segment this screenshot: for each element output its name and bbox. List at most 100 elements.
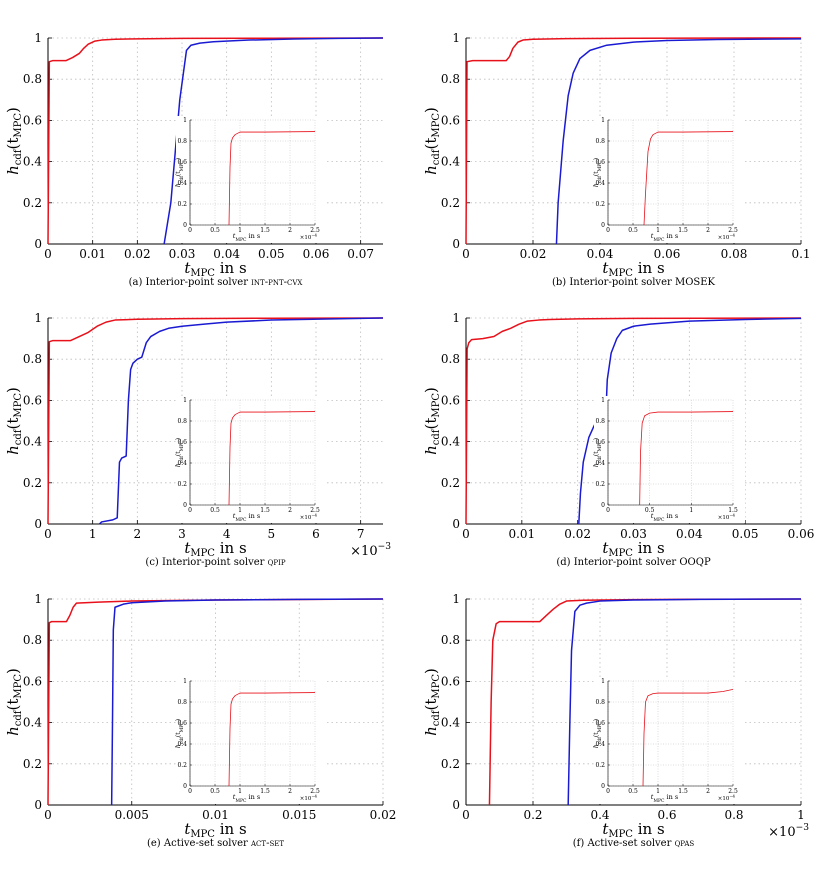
chart-b-ylabel-mpc: MPC: [431, 113, 442, 138]
chart-f-inset-exponent-power: −4: [729, 794, 735, 799]
caption-a: (a) Interior-point solver int-pnt-cvx: [0, 277, 431, 288]
chart-f-svg: 0 0.2 0.4 0.6 0.8 100.20.40.60.81hcdf(tMPC)tM…: [422, 592, 809, 840]
chart-b-inset-ylabel-cdf: cdf: [597, 176, 603, 183]
caption-d: (d) Interior-point solver OOQP: [418, 557, 831, 568]
chart-e-inset-ytick-label-4: 0.8: [177, 699, 187, 706]
chart-f-inset-xtick-label-1: 0.5: [628, 788, 638, 795]
chart-a-inset-ylabel-arg: (t: [175, 171, 182, 176]
chart-c-xtick-label-3: 3: [178, 527, 186, 541]
chart-d-xlabel-mpc: MPC: [608, 548, 633, 559]
chart-e-ytick-label-4: 0.8: [23, 633, 42, 647]
chart-a-inset-ylabel-cdf: cdf: [179, 176, 185, 183]
chart-d-xlabel-t: t: [602, 539, 609, 557]
chart-d-ytick-label-4: 0.8: [441, 352, 460, 366]
chart-e-inset-background: [176, 677, 327, 804]
chart-a-inset-ytick-label-3: 0.6: [177, 159, 187, 166]
chart-f-inset-exponent: ×10−4: [718, 794, 736, 802]
chart-e-inset-xtick-label-4: 2: [288, 788, 292, 795]
chart-e-xtick-label-3: 0.015: [282, 808, 316, 822]
chart-c-inset-ytick-label-1: 0.2: [177, 481, 187, 488]
chart-a-xtick-label-1: 0.01: [79, 247, 106, 261]
chart-b-ytick-label-1: 0.2: [441, 196, 460, 210]
chart-e-ylabel: hcdf(tMPC): [4, 668, 24, 736]
chart-d-inset-ylabel-arg: (t: [593, 451, 600, 456]
chart-c-ylabel-h: h: [4, 445, 22, 455]
chart-d-series-blue-line: [578, 317, 802, 525]
chart-a-inset-series-red-line: [228, 131, 316, 226]
chart-e-inset-ylabel-h: h: [175, 744, 182, 748]
chart-b-inset-ylabel-mpc: MPC: [597, 160, 603, 172]
chart-f-inset-xtick-label-5: 2.5: [728, 788, 738, 795]
chart-b-series-blue-line: [555, 38, 802, 245]
chart-e-inset-ytick-label-0: 0: [183, 783, 187, 790]
caption-f-name: qpas: [674, 838, 695, 849]
chart-a-ylabel-mpc: MPC: [13, 113, 24, 138]
chart-b-ytick-label-5: 1: [452, 31, 460, 45]
chart-f-series-blue-line: [567, 598, 802, 806]
caption-f: (f) Active-set solver qpas: [418, 838, 831, 849]
chart-d-plot: 0 0.01 0.02 0.03 0.04 0.05 0.06 0 0.2 0.4 0.6 0.8 1 h…: [422, 311, 814, 559]
chart-f-ylabel-cdf: cdf: [431, 709, 442, 726]
chart-d-ytick-label-0: 0: [452, 517, 460, 531]
chart-a-inset-xtick-label-3: 1.5: [260, 227, 270, 234]
chart-c-exponent-power: −3: [378, 542, 392, 552]
chart-a-ylabel-arg: (t: [4, 138, 22, 150]
chart-c-inset-ylabel-close: ): [175, 438, 182, 440]
chart-d-xtick-label-1: 0.01: [508, 527, 535, 541]
chart-d-ytick-label-3: 0.6: [441, 393, 460, 407]
chart-a-inset-ylabel-mpc: MPC: [179, 160, 185, 172]
chart-d-inset-xtick-label-3: 1.5: [728, 507, 738, 514]
chart-a-inset-ylabel: hcdf(tMPC): [175, 158, 185, 187]
chart-a-inset-xtick-label-1: 0.5: [210, 227, 220, 234]
chart-b-inset-ytick-label-3: 0.6: [595, 159, 605, 166]
chart-e-inset-ytick-label-2: 0.4: [177, 741, 187, 748]
chart-c-inset-background: [176, 396, 327, 523]
chart-b-inset-exponent: ×10−4: [718, 233, 736, 241]
chart-c-inset-xlabel: tMPC in s: [233, 512, 260, 523]
chart-e-inset-exponent: ×10−4: [300, 794, 318, 802]
chart-a-xtick-label-4: 0.04: [213, 247, 240, 261]
chart-f-inset-ylabel-cdf: cdf: [597, 737, 603, 744]
chart-e-series-blue-line: [110, 598, 384, 806]
chart-b-xlabel-mpc: MPC: [608, 268, 633, 279]
chart-d-xlabel: tMPC in s: [602, 539, 664, 559]
chart-f-inset-series-red-line: [642, 689, 734, 787]
chart-f-exponent: ×10−3: [768, 823, 809, 840]
chart-f-ylabel-arg: (t: [422, 699, 440, 711]
chart-c-inset-ylabel: hcdf(tMPC): [175, 438, 185, 467]
caption-c-prefix: (c) Interior-point solver: [145, 557, 268, 568]
chart-e-xtick-label-2: 0.01: [202, 808, 229, 822]
chart-d-inset-ylabel-h: h: [593, 463, 600, 467]
chart-f-ytick-label-4: 0.8: [441, 633, 460, 647]
chart-c-inset-ylabel-arg: (t: [175, 451, 182, 456]
chart-e-ylabel-mpc: MPC: [13, 674, 24, 699]
caption-b-prefix: (b) Interior-point solver: [551, 277, 675, 288]
chart-f-inset-xtick-label-3: 1.5: [678, 788, 688, 795]
chart-e-inset-exponent-power: −4: [311, 794, 317, 799]
chart-a-ytick-label-4: 0.8: [23, 72, 42, 86]
chart-e-xtick-label-0: 0: [44, 808, 52, 822]
chart-panel-d: 0 0.01 0.02 0.03 0.04 0.05 0.06 0 0.2 0.4 0.6 0.8 1 h…: [418, 280, 831, 572]
chart-e-xlabel-unit: in s: [215, 820, 247, 838]
chart-e-inset-ylabel-close: ): [175, 719, 182, 721]
chart-a-inset-ytick-label-2: 0.4: [177, 180, 187, 187]
chart-b-inset-xlabel-unit: in s: [664, 232, 678, 240]
chart-b-inset-ylabel-close: ): [593, 158, 600, 160]
chart-c-inset-ylabel-mpc: MPC: [179, 440, 185, 452]
chart-e-ytick-label-2: 0.4: [23, 716, 42, 730]
chart-a-xtick-label-0: 0: [44, 247, 52, 261]
chart-e-inset-ylabel-cdf: cdf: [179, 737, 185, 744]
chart-e-inset: 0 0.5 1 1.5 2 2.500.20.40.60.81hcdf(tMPC)tMPC…: [175, 677, 327, 804]
chart-c-xlabel-t: t: [184, 539, 191, 557]
chart-b-inset-background: [594, 116, 745, 243]
chart-d-ylabel-arg: (t: [422, 418, 440, 430]
chart-e-inset-xtick-label-5: 2.5: [310, 788, 320, 795]
chart-a-ylabel-h: h: [4, 165, 22, 175]
chart-f-inset-ylabel-mpc: MPC: [597, 721, 603, 733]
chart-b-inset-ylabel-arg: (t: [593, 171, 600, 176]
chart-f-xtick-label-0: 0: [462, 808, 470, 822]
chart-d-inset-xtick-label-0: 0: [606, 507, 610, 514]
chart-b-inset-xtick-label-1: 0.5: [628, 227, 638, 234]
chart-f-inset-ylabel-arg: (t: [593, 732, 600, 737]
chart-b-xtick-label-2: 0.04: [587, 247, 614, 261]
